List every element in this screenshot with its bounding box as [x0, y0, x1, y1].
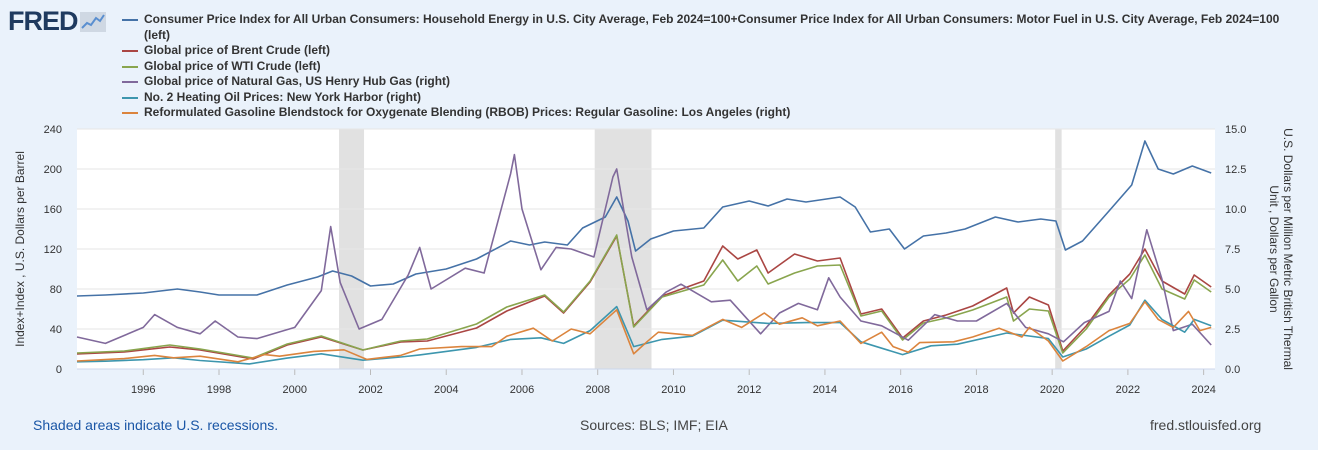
legend-label: No. 2 Heating Oil Prices: New York Harbo… — [144, 89, 421, 104]
legend-label: Global price of Natural Gas, US Henry Hu… — [144, 74, 451, 88]
legend-swatch — [122, 50, 138, 52]
series-line — [76, 301, 1212, 363]
legend-item[interactable]: Reformulated Gasoline Blendstock for Oxy… — [122, 105, 1302, 121]
legend-label: Global price of Brent Crude (left) — [144, 43, 331, 57]
left-tick-label: 40 — [50, 324, 62, 336]
right-tick-label: 7.5 — [1225, 244, 1240, 256]
right-tick-label: 2.5 — [1225, 324, 1240, 336]
x-tick-label: 2016 — [888, 384, 912, 396]
x-tick-label: 2012 — [737, 384, 761, 396]
x-tick-label: 2022 — [1116, 384, 1140, 396]
right-tick-label: 15.0 — [1225, 124, 1246, 136]
legend-label: Consumer Price Index for All Urban Consu… — [144, 12, 1280, 42]
legend-swatch — [122, 112, 138, 114]
legend-item[interactable]: Global price of WTI Crude (left) — [122, 59, 1302, 75]
legend-swatch — [122, 65, 138, 68]
x-tick-label: 1996 — [131, 384, 155, 396]
series-line — [76, 234, 1212, 359]
left-tick-label: 0 — [56, 364, 62, 376]
legend-swatch — [122, 81, 138, 83]
line-chart: 0 40 80 120 160 200 240 0.0 2.5 5.0 7.5 10.0 12.5 15.… — [13, 124, 1295, 396]
y-axis-left-label: Index+Index , U.S. Dollars per Barrel — [13, 151, 27, 347]
chart-area: 0 40 80 120 160 200 240 0.0 2.5 5.0 7.5 10.0 12.5 15.… — [0, 114, 1318, 404]
left-tick-label: 200 — [44, 164, 62, 176]
x-tick-label: 2006 — [510, 384, 534, 396]
right-tick-label: 10.0 — [1225, 204, 1246, 216]
x-tick-label: 1998 — [207, 384, 231, 396]
chart-legend: Consumer Price Index for All Urban Consu… — [122, 12, 1302, 121]
y-axis-right-label-line2: Unit , Dollars per Gallon — [1267, 185, 1281, 312]
legend-swatch — [122, 19, 138, 21]
right-tick-label: 12.5 — [1225, 164, 1246, 176]
legend-item[interactable]: No. 2 Heating Oil Prices: New York Harbo… — [122, 90, 1302, 106]
x-tick-label: 2020 — [1040, 384, 1064, 396]
x-tick-label: 2002 — [358, 384, 382, 396]
x-tick-label: 2014 — [813, 384, 837, 396]
chart-icon — [79, 11, 106, 32]
recession-note[interactable]: Shaded areas indicate U.S. recessions. — [33, 417, 279, 433]
left-tick-label: 160 — [44, 204, 62, 216]
left-tick-label: 120 — [44, 244, 62, 256]
x-tick-label: 2000 — [283, 384, 307, 396]
x-tick-label: 2004 — [434, 384, 458, 396]
x-tick-label: 2008 — [585, 384, 609, 396]
x-tick-label: 2018 — [964, 384, 988, 396]
series-line — [76, 153, 1212, 346]
left-tick-label: 240 — [44, 124, 62, 136]
legend-item[interactable]: Consumer Price Index for All Urban Consu… — [122, 12, 1302, 43]
legend-item[interactable]: Global price of Natural Gas, US Henry Hu… — [122, 74, 1302, 90]
left-tick-label: 80 — [50, 284, 62, 296]
x-tick-label: 2010 — [661, 384, 685, 396]
legend-label: Reformulated Gasoline Blendstock for Oxy… — [144, 105, 791, 119]
fred-logo[interactable]: FRED — [8, 6, 106, 37]
y-axis-right-label: U.S. Dollars per Million Metric British … — [1281, 128, 1295, 370]
x-tick-label: 2024 — [1191, 384, 1215, 396]
legend-label: Global price of WTI Crude (left) — [144, 58, 321, 73]
right-tick-label: 5.0 — [1225, 284, 1240, 296]
legend-swatch — [122, 96, 138, 99]
legend-item[interactable]: Global price of Brent Crude (left) — [122, 43, 1302, 59]
fred-wordmark: FRED — [8, 6, 78, 36]
series-line — [76, 299, 1212, 365]
series-line — [76, 140, 1212, 297]
right-tick-label: 0.0 — [1225, 364, 1240, 376]
sources-note: Sources: BLS; IMF; EIA — [580, 417, 728, 433]
site-link[interactable]: fred.stlouisfed.org — [1150, 417, 1262, 433]
